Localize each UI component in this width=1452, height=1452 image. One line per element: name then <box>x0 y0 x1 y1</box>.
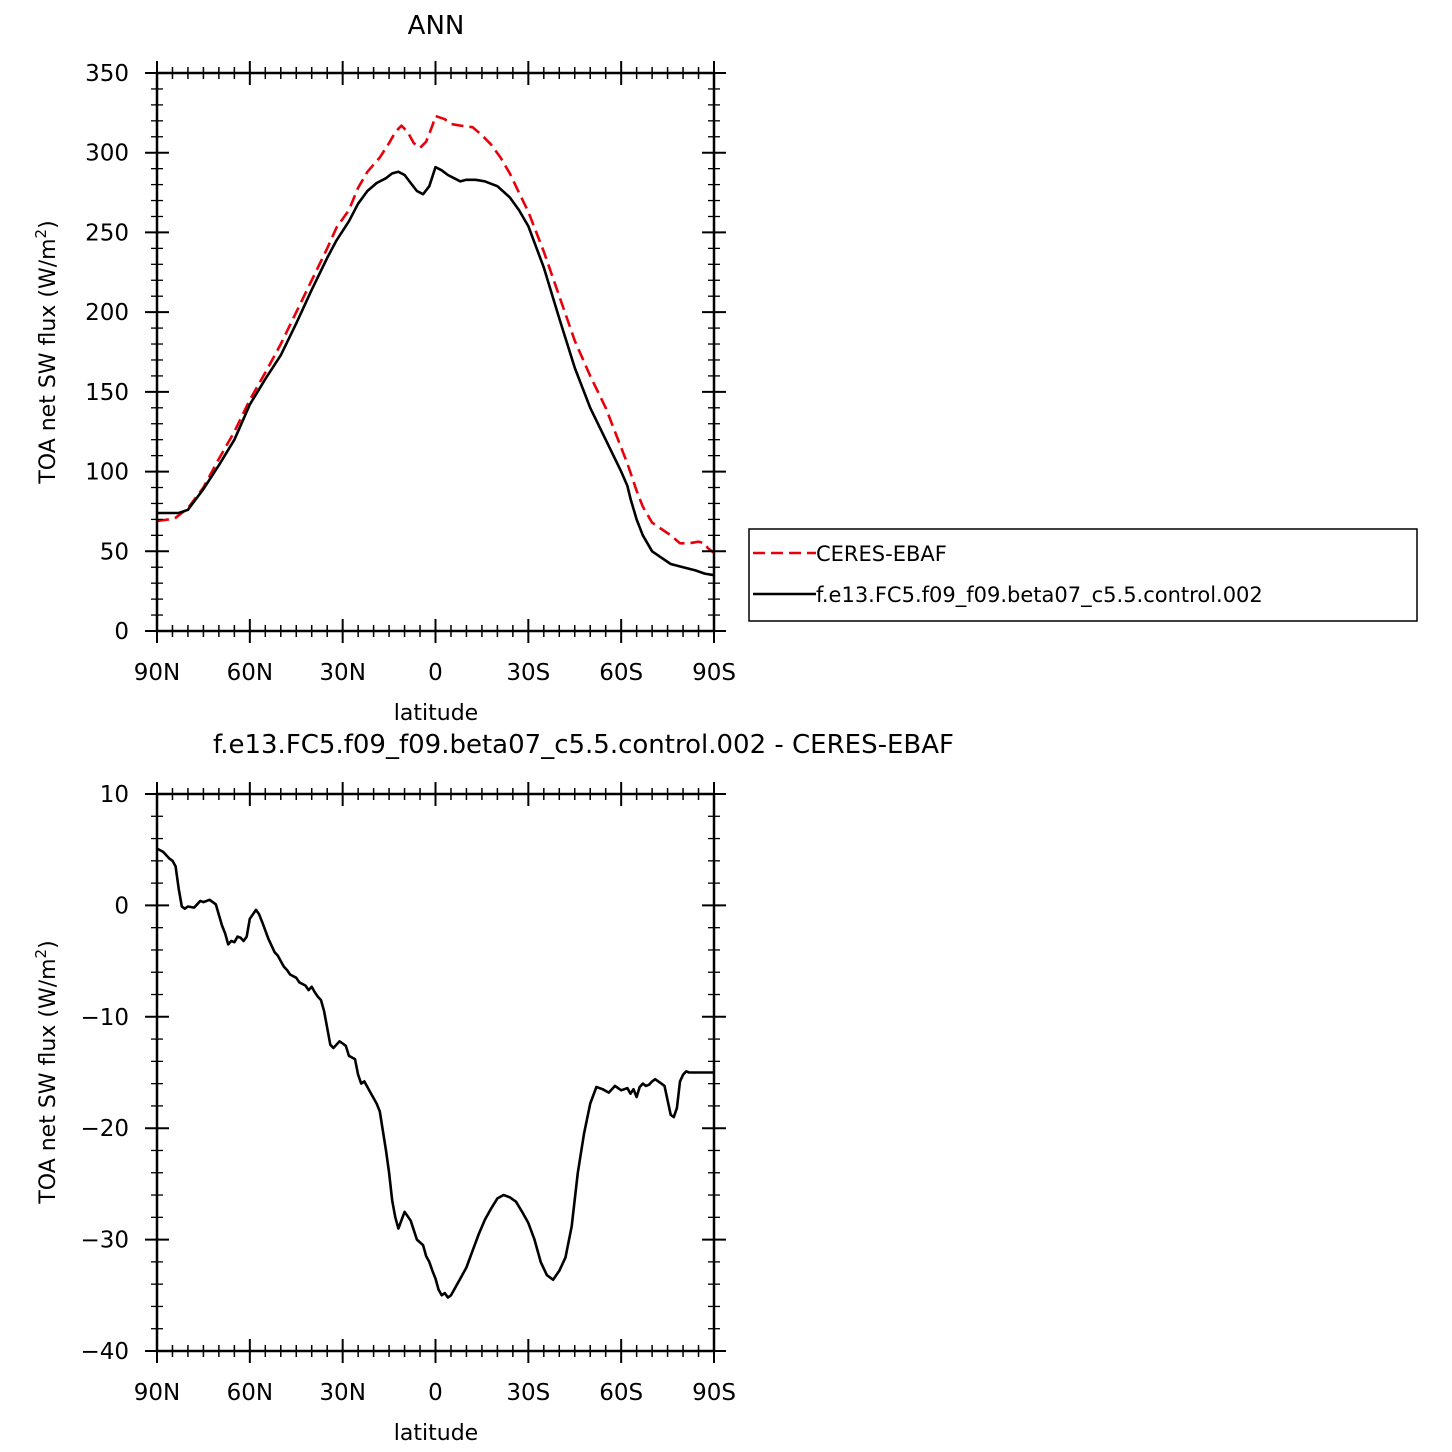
legend-box <box>748 528 1418 622</box>
x-tick-label: 90S <box>692 1380 736 1406</box>
bottom-y-axis-label-main: TOA net SW flux (W/m <box>36 958 61 1204</box>
top-y-axis-label-main: TOA net SW flux (W/m <box>36 238 61 484</box>
y-tick-label: 100 <box>85 460 129 486</box>
y-tick-label: −10 <box>80 1005 129 1031</box>
y-tick-label: 300 <box>85 141 129 167</box>
bottom-y-axis-label-sup: 2 <box>32 949 50 959</box>
top-y-axis-label-tail: ) <box>36 220 61 229</box>
x-tick-label: 60S <box>599 660 643 686</box>
top-y-axis-label: TOA net SW flux (W/m2) <box>32 220 61 484</box>
series-line-1-0 <box>156 847 714 1299</box>
top-plot-frame <box>155 71 716 633</box>
x-tick-label: 30N <box>319 1380 365 1406</box>
x-tick-label: 60N <box>227 660 273 686</box>
y-tick-label: 350 <box>85 61 129 87</box>
series-line-0-1 <box>157 165 715 577</box>
bottom-y-axis-label-tail: ) <box>36 940 61 949</box>
bottom-plot-frame <box>155 792 716 1353</box>
series-line-0-0 <box>156 114 715 554</box>
y-tick-label: 50 <box>100 539 129 565</box>
x-tick-label: 0 <box>428 1380 443 1406</box>
top-chart-title: ANN <box>408 11 465 41</box>
bottom-series-layer <box>156 847 714 1299</box>
y-tick-label: 200 <box>85 300 129 326</box>
legend-label-ceres: CERES-EBAF <box>816 542 947 566</box>
x-tick-label: 90N <box>134 1380 180 1406</box>
x-tick-label: 90N <box>134 660 180 686</box>
top-panel: ANN 90N 60N 30N 0 30S 60S 90S 0 50 100 150 200 250 30… <box>32 11 1418 726</box>
top-ticks: 90N 60N 30N 0 30S 60S 90S 0 50 100 150 200 250 300 350 <box>85 61 736 686</box>
bottom-x-axis-label: latitude <box>394 1421 478 1446</box>
y-tick-label: 10 <box>100 782 129 808</box>
bottom-panel: f.e13.FC5.f09_f09.beta07_c5.5.control.00… <box>32 730 954 1446</box>
y-tick-label: 0 <box>114 619 129 645</box>
x-tick-label: 90S <box>692 660 736 686</box>
x-tick-label: 60S <box>599 1380 643 1406</box>
legend: CERES-EBAF f.e13.FC5.f09_f09.beta07_c5.5… <box>748 528 1418 622</box>
y-tick-label: −20 <box>80 1116 129 1142</box>
x-tick-label: 30N <box>319 660 365 686</box>
bottom-ticks: 90N 60N 30N 0 30S 60S 90S −40 −30 −20 −10 0 10 <box>80 782 736 1406</box>
y-tick-label: 250 <box>85 220 129 246</box>
y-tick-label: 0 <box>114 893 129 919</box>
bottom-y-axis-label: TOA net SW flux (W/m2) <box>32 940 61 1204</box>
y-tick-label: 150 <box>85 380 129 406</box>
x-tick-label: 30S <box>506 1380 550 1406</box>
y-tick-label: −30 <box>80 1228 129 1254</box>
top-series-layer <box>156 114 715 577</box>
x-tick-label: 60N <box>227 1380 273 1406</box>
top-y-axis-label-sup: 2 <box>32 229 50 239</box>
top-x-axis-label: latitude <box>394 701 478 726</box>
x-tick-label: 0 <box>428 660 443 686</box>
x-tick-label: 30S <box>506 660 550 686</box>
legend-label-model: f.e13.FC5.f09_f09.beta07_c5.5.control.00… <box>816 583 1263 608</box>
y-tick-label: −40 <box>80 1339 129 1365</box>
bottom-chart-title: f.e13.FC5.f09_f09.beta07_c5.5.control.00… <box>213 730 954 760</box>
